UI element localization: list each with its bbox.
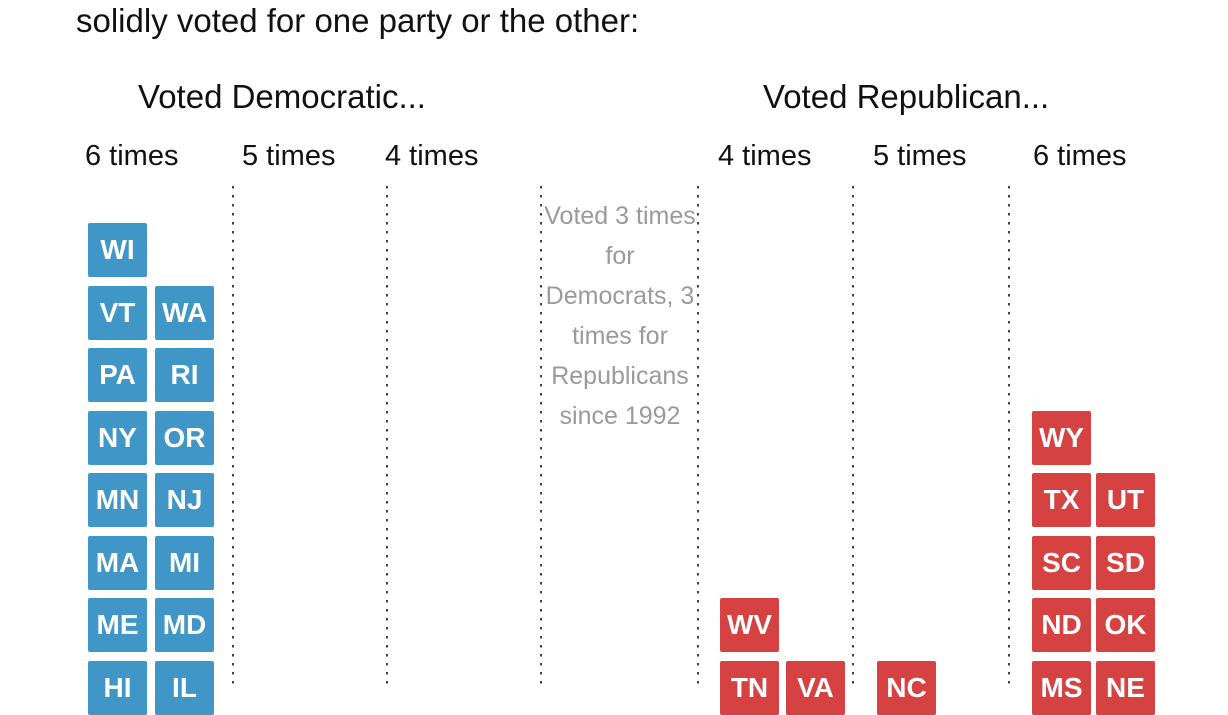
state-tile-ri: RI: [155, 348, 214, 402]
dotted-divider: [697, 186, 699, 690]
state-tile-hi: HI: [88, 660, 147, 715]
state-tile-tx: TX: [1032, 473, 1091, 527]
dotted-divider: [852, 186, 854, 690]
state-tile-mn: MN: [88, 473, 147, 527]
dem-col-label-6times: 6 times: [85, 140, 179, 172]
intro-text: solidly voted for one party or the other…: [76, 2, 640, 39]
dem-col-label-4times: 4 times: [385, 140, 479, 172]
state-tile-va: VA: [786, 660, 845, 715]
state-tile-or: OR: [155, 410, 214, 465]
state-tile-ut: UT: [1096, 473, 1155, 527]
state-tile-ms: MS: [1032, 660, 1091, 715]
state-tile-md: MD: [155, 598, 214, 652]
state-tile-wy: WY: [1032, 410, 1091, 465]
state-tile-me: ME: [88, 598, 147, 652]
tie-note: Voted 3 times for Democrats, 3 times for…: [544, 202, 696, 430]
chart-canvas: solidly voted for one party or the other…: [76, 2, 1155, 715]
rep-col-label-6times: 6 times: [1033, 140, 1127, 172]
state-tile-nc: NC: [877, 660, 936, 715]
state-tile-pa: PA: [88, 348, 147, 402]
state-tile-nd: ND: [1032, 598, 1091, 652]
state-tile-ma: MA: [88, 535, 147, 590]
state-tile-wv: WV: [720, 598, 779, 652]
state-tile-wa: WA: [155, 285, 214, 340]
state-tile-nj: NJ: [155, 473, 214, 527]
state-tile-ok: OK: [1096, 598, 1155, 652]
rep-col-label-4times: 4 times: [718, 140, 812, 172]
state-tile-ny: NY: [88, 410, 147, 465]
state-tile-il: IL: [155, 660, 214, 715]
dem-group-header: Voted Democratic...: [138, 78, 426, 115]
dotted-divider: [232, 186, 234, 690]
dem-col-label-5times: 5 times: [242, 140, 336, 172]
state-tile-ne: NE: [1096, 660, 1155, 715]
rep-col-label-5times: 5 times: [873, 140, 967, 172]
dotted-divider: [540, 186, 542, 690]
state-tile-sc: SC: [1032, 535, 1091, 590]
state-tile-vt: VT: [88, 285, 147, 340]
state-tile-wi: WI: [88, 223, 147, 277]
dotted-divider: [1008, 186, 1010, 690]
state-tile-tn: TN: [720, 660, 779, 715]
state-tile-sd: SD: [1096, 535, 1155, 590]
rep-group-header: Voted Republican...: [763, 78, 1050, 115]
state-tile-mi: MI: [155, 535, 214, 590]
dotted-divider: [386, 186, 388, 690]
